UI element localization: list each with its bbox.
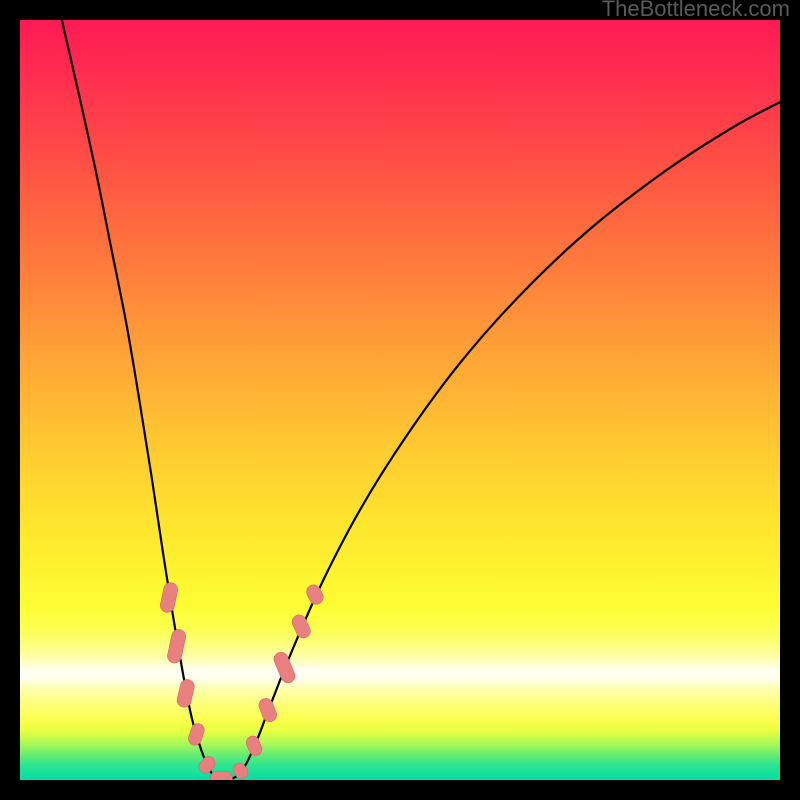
curve-marker <box>159 581 179 613</box>
figure-root: TheBottleneck.com <box>0 0 800 800</box>
watermark-text: TheBottleneck.com <box>602 0 790 22</box>
plot-area <box>20 20 780 780</box>
curve-right-branch <box>231 102 780 779</box>
curve-marker <box>166 628 187 664</box>
curve-marker <box>272 650 297 685</box>
curve-marker <box>210 771 232 780</box>
curve-marker <box>176 678 196 708</box>
curve-marker <box>244 734 264 757</box>
curve-markers <box>159 581 326 780</box>
curve-marker <box>290 613 313 641</box>
curve-marker <box>187 722 206 747</box>
curve-marker <box>257 696 279 723</box>
curve-overlay <box>20 20 780 780</box>
curve-marker <box>304 583 325 607</box>
curve-left-branch <box>62 20 219 779</box>
